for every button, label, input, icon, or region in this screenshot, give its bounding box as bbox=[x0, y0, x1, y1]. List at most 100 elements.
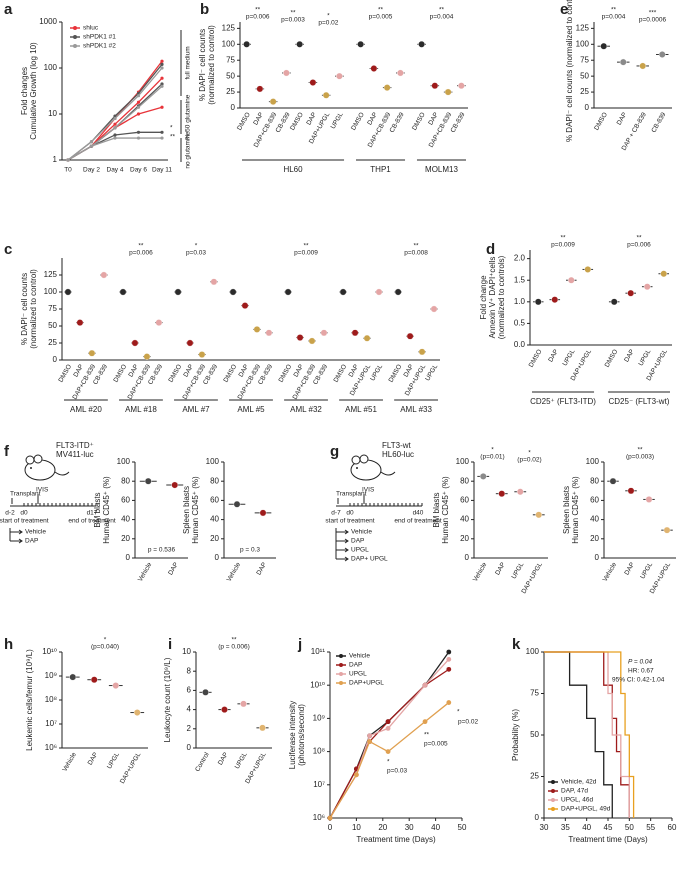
y-tick-label: 25 bbox=[530, 772, 539, 781]
annotation: ** bbox=[424, 732, 430, 739]
group-label: AML #20 bbox=[70, 405, 102, 414]
point bbox=[160, 76, 164, 80]
survival-curve bbox=[544, 651, 630, 818]
legend-marker bbox=[551, 789, 555, 793]
point bbox=[357, 40, 365, 48]
point bbox=[610, 298, 618, 306]
legend-marker bbox=[73, 26, 77, 30]
group-label: MOLM13 bbox=[425, 165, 458, 174]
point bbox=[551, 296, 559, 304]
series-line bbox=[329, 651, 450, 819]
timeline-caption: end of treatment bbox=[394, 518, 442, 525]
point bbox=[422, 719, 428, 725]
y-tick-label: 20 bbox=[460, 534, 469, 543]
step-label: Transplant bbox=[336, 491, 367, 498]
timeline-caption: start of treatment bbox=[325, 518, 374, 525]
point bbox=[136, 94, 141, 98]
x-tick-label: DMSO bbox=[333, 363, 349, 383]
annotation: p=0.004 bbox=[602, 14, 626, 21]
annotation: p=0.003 bbox=[281, 17, 305, 24]
x-axis-label: Treatment time (Days) bbox=[568, 835, 648, 844]
point bbox=[155, 319, 163, 326]
y-tick-label: 0.0 bbox=[514, 340, 526, 349]
y-tick-label: 100 bbox=[117, 457, 131, 466]
y-tick-label: 0 bbox=[126, 553, 131, 562]
x-tick-label: UPGL bbox=[639, 561, 654, 580]
x-tick-label: Vehicle bbox=[137, 561, 154, 583]
y-axis-label: (normalized to control) bbox=[207, 25, 216, 105]
y-tick-label: 10⁶ bbox=[45, 743, 57, 752]
x-tick-label: UPGL bbox=[638, 348, 653, 367]
x-tick-label: DMSO bbox=[57, 363, 73, 383]
annotation: ** bbox=[637, 447, 643, 454]
point bbox=[627, 487, 635, 495]
point bbox=[385, 725, 391, 731]
point bbox=[336, 72, 343, 80]
annotation: p=0.02 bbox=[318, 20, 338, 27]
x-tick-label: DAP bbox=[623, 561, 636, 576]
x-tick-label: UPGL bbox=[330, 111, 345, 130]
point bbox=[90, 676, 98, 684]
arm-arrow bbox=[336, 538, 349, 544]
y-tick-label: 0 bbox=[215, 553, 220, 562]
point bbox=[418, 348, 426, 356]
y-tick-label: 40 bbox=[121, 515, 130, 524]
point bbox=[136, 112, 141, 116]
point bbox=[259, 724, 266, 732]
y-tick-label: 0.5 bbox=[514, 319, 526, 328]
group-label: CD25⁺ (FLT3-ITD) bbox=[530, 397, 596, 406]
y-tick-label: 6 bbox=[187, 686, 192, 695]
x-tick-label: DAP bbox=[494, 561, 507, 576]
point bbox=[160, 136, 164, 140]
y-tick-label: 10¹¹ bbox=[311, 647, 326, 656]
x-tick-label: UPGL bbox=[106, 751, 121, 770]
point bbox=[66, 158, 70, 162]
annotation: ** bbox=[255, 7, 261, 14]
panel-label: h bbox=[4, 636, 13, 653]
y-tick-label: 10⁹ bbox=[313, 714, 325, 723]
point bbox=[160, 105, 164, 109]
x-tick-label: T0 bbox=[64, 167, 72, 174]
y-tick-label: 10 bbox=[182, 647, 191, 656]
point bbox=[351, 329, 359, 337]
point bbox=[88, 349, 96, 357]
x-tick-label: Control bbox=[194, 751, 211, 773]
annotation: (p=0.01) bbox=[480, 454, 504, 461]
x-tick-label: Day 6 bbox=[130, 167, 147, 174]
annotation: P = 0.04 bbox=[628, 659, 653, 666]
legend-marker bbox=[339, 654, 343, 658]
point bbox=[160, 66, 164, 70]
point bbox=[534, 298, 542, 306]
point bbox=[309, 79, 317, 86]
y-tick-label: 0 bbox=[53, 355, 58, 364]
model-label: HL60-luc bbox=[382, 450, 414, 459]
x-tick-label: UPGL bbox=[369, 363, 384, 382]
legend-label: DAP, 47d bbox=[561, 788, 588, 795]
timeline-caption: start of treatment bbox=[0, 518, 49, 525]
y-tick-label: 40 bbox=[460, 515, 469, 524]
y-tick-label: 10⁷ bbox=[313, 780, 325, 789]
y-axis-label: Luciferase intensity bbox=[288, 701, 297, 769]
point bbox=[243, 40, 251, 48]
y-axis-label: Human CD45⁺ (%) bbox=[102, 476, 111, 544]
annotation: * bbox=[528, 450, 531, 457]
y-axis-label: Cumulative Growth (log 10) bbox=[29, 42, 38, 140]
annotation: (p = 0.006) bbox=[218, 644, 250, 651]
point bbox=[76, 319, 84, 326]
x-tick-label: DMSO bbox=[350, 111, 366, 131]
y-tick-label: 0 bbox=[187, 743, 192, 752]
condition-label: full medium bbox=[185, 46, 192, 79]
timeline-label: d40 bbox=[413, 510, 424, 517]
point bbox=[406, 332, 414, 340]
mouse-ear bbox=[25, 455, 35, 465]
point bbox=[160, 59, 164, 63]
annotation: ** bbox=[439, 7, 445, 14]
x-tick-label: Day 4 bbox=[107, 167, 124, 174]
point bbox=[396, 69, 404, 77]
model-label: FLT3-wt bbox=[382, 441, 412, 450]
y-tick-label: 100 bbox=[526, 647, 540, 656]
y-tick-label: 100 bbox=[576, 39, 590, 48]
point bbox=[186, 339, 194, 347]
arm-arrow bbox=[336, 529, 349, 535]
y-tick-label: 100 bbox=[586, 457, 600, 466]
